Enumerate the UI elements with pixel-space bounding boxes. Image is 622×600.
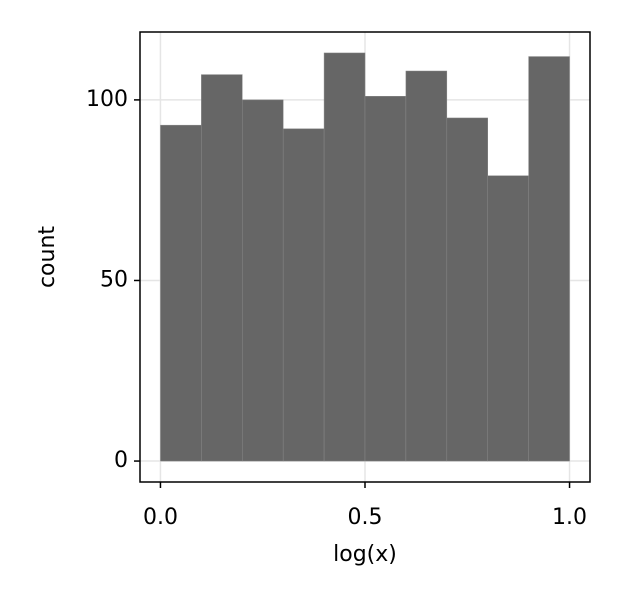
x-tick-label: 1.0 — [552, 505, 587, 530]
bar — [528, 56, 570, 462]
y-axis-label: count — [35, 226, 60, 288]
bar — [201, 74, 243, 462]
y-tick-label: 50 — [100, 267, 128, 292]
x-axis-label: log(x) — [333, 542, 397, 567]
y-tick-label: 0 — [114, 448, 128, 473]
x-tick-label: 0.5 — [348, 505, 383, 530]
bar — [405, 70, 448, 462]
bar — [282, 128, 325, 462]
bar — [446, 117, 488, 462]
bar — [242, 99, 284, 462]
plot-frame — [139, 31, 591, 483]
y-tick-label: 100 — [86, 87, 128, 112]
x-tick-label: 0.0 — [143, 505, 178, 530]
bar — [487, 175, 529, 462]
bar — [364, 96, 407, 462]
bar — [160, 124, 202, 462]
bar — [323, 52, 366, 462]
